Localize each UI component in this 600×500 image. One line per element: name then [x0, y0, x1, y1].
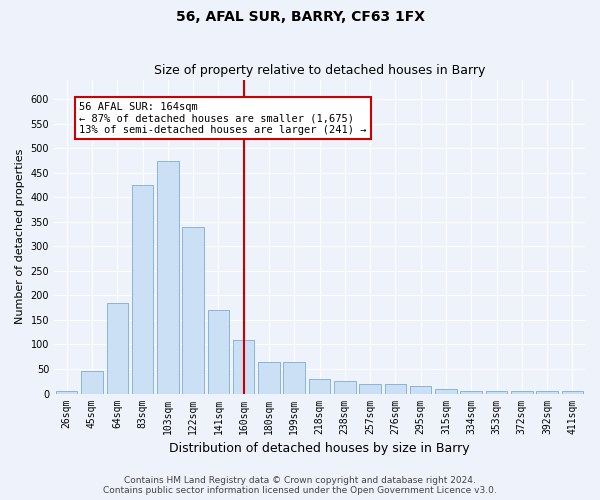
Bar [157, 160, 179, 394]
Bar [309, 379, 330, 394]
Bar [435, 388, 457, 394]
Bar [258, 362, 280, 394]
Bar [132, 185, 153, 394]
Bar [208, 310, 229, 394]
Bar [107, 303, 128, 394]
Bar [460, 391, 482, 394]
Text: 56, AFAL SUR, BARRY, CF63 1FX: 56, AFAL SUR, BARRY, CF63 1FX [176, 10, 425, 24]
Bar [511, 391, 533, 394]
Bar [410, 386, 431, 394]
Y-axis label: Number of detached properties: Number of detached properties [15, 149, 25, 324]
Bar [536, 391, 558, 394]
Title: Size of property relative to detached houses in Barry: Size of property relative to detached ho… [154, 64, 485, 77]
Text: Contains HM Land Registry data © Crown copyright and database right 2024.
Contai: Contains HM Land Registry data © Crown c… [103, 476, 497, 495]
Bar [359, 384, 381, 394]
X-axis label: Distribution of detached houses by size in Barry: Distribution of detached houses by size … [169, 442, 470, 455]
Bar [182, 226, 204, 394]
Bar [334, 382, 356, 394]
Bar [562, 391, 583, 394]
Bar [81, 372, 103, 394]
Text: 56 AFAL SUR: 164sqm
← 87% of detached houses are smaller (1,675)
13% of semi-det: 56 AFAL SUR: 164sqm ← 87% of detached ho… [79, 102, 367, 135]
Bar [233, 340, 254, 394]
Bar [283, 362, 305, 394]
Bar [486, 391, 507, 394]
Bar [385, 384, 406, 394]
Bar [56, 391, 77, 394]
